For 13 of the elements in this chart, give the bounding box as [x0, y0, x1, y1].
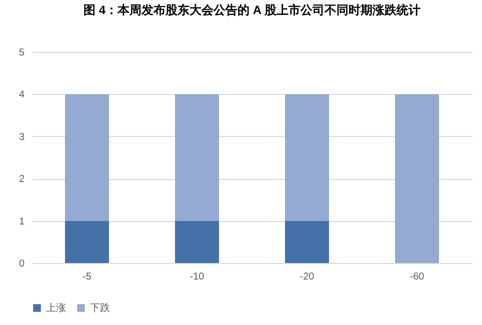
chart-title: 图 4：本周发布股东大会公告的 A 股上市公司不同时期涨跌统计	[84, 3, 420, 17]
legend-label: 上涨	[46, 302, 66, 314]
y-tick-label: 0	[18, 258, 25, 270]
y-tick-label: 2	[18, 174, 25, 186]
y-tick-label: 3	[18, 132, 25, 143]
y-tick-label: 1	[18, 216, 25, 228]
y-tick-label: 5	[18, 48, 25, 58]
x-tick-label: -5	[82, 272, 92, 282]
x-tick-label: -10	[190, 272, 205, 282]
x-tick-label: -60	[410, 272, 425, 282]
legend-label: 下跌	[90, 302, 110, 314]
x-tick-label: -20	[300, 272, 315, 282]
y-tick-label: 4	[18, 90, 25, 101]
